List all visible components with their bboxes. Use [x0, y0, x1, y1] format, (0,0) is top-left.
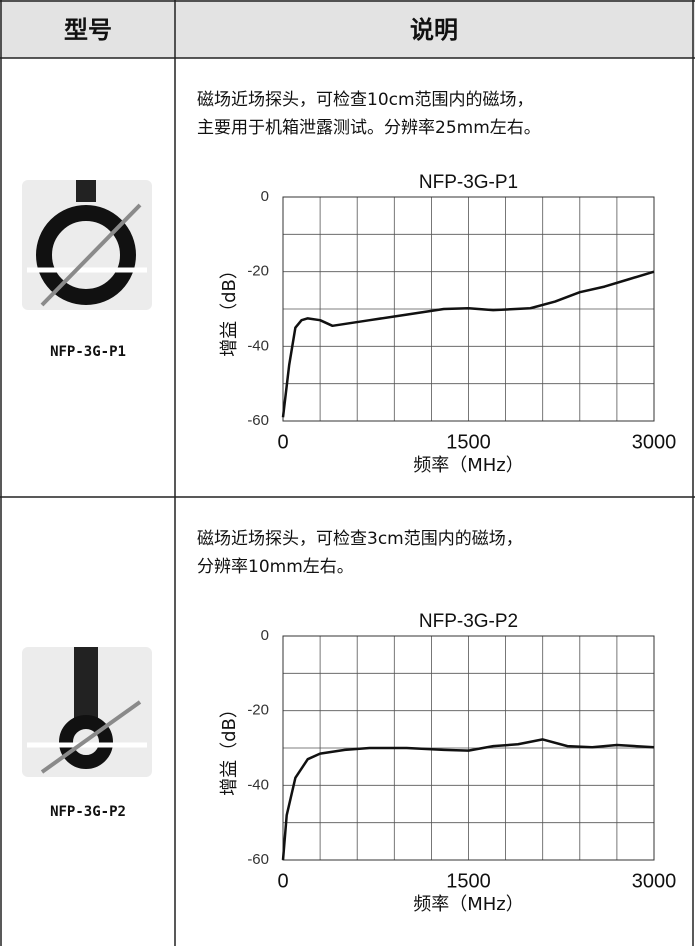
description-line: 磁场近场探头，可检查10cm范围内的磁场，	[197, 90, 534, 110]
x-tick-label: 0	[277, 870, 288, 892]
y-tick-label: 0	[261, 627, 269, 644]
arrow	[40, 203, 142, 307]
model-label: NFP-3G-P2	[50, 804, 126, 820]
y-tick-label: -60	[247, 412, 269, 429]
x-tick-label: 3000	[632, 431, 677, 453]
x-tick-label: 0	[277, 431, 288, 453]
description-line: 主要用于机箱泄露测试。分辨率25mm左右。	[197, 118, 541, 138]
arrow	[40, 700, 142, 774]
y-tick-label: -20	[247, 702, 269, 719]
y-axis-label: 增益（dB）	[219, 700, 240, 796]
x-tick-label: 1500	[446, 431, 491, 453]
probe-shaft	[76, 180, 96, 202]
probe-ring	[36, 205, 136, 305]
y-tick-label: -40	[247, 337, 269, 354]
chart-title: NFP-3G-P1	[419, 172, 518, 193]
probe-shaft	[74, 647, 98, 727]
x-tick-label: 3000	[632, 870, 677, 892]
chart-title: NFP-3G-P2	[419, 611, 518, 632]
probe-image	[22, 180, 152, 310]
description-line: 磁场近场探头，可检查3cm范围内的磁场，	[197, 529, 523, 549]
x-axis-label: 频率（MHz）	[413, 455, 524, 476]
line-series	[281, 738, 655, 861]
x-axis-label: 频率（MHz）	[413, 894, 524, 915]
model-label: NFP-3G-P1	[50, 344, 126, 360]
y-axis-label: 增益（dB）	[219, 261, 240, 357]
y-tick-label: 0	[261, 188, 269, 205]
probe-ring	[59, 715, 113, 769]
x-tick-label: 1500	[446, 870, 491, 892]
plot-frame	[282, 635, 655, 861]
description-line: 分辨率10mm左右。	[197, 557, 354, 577]
header-bg	[0, 0, 695, 58]
line-series	[281, 270, 655, 418]
probe-image	[22, 647, 152, 777]
y-tick-label: -20	[247, 263, 269, 280]
plot-frame	[282, 196, 655, 422]
y-tick-label: -40	[247, 776, 269, 793]
header-cell: 型号	[64, 16, 112, 44]
y-tick-label: -60	[247, 851, 269, 868]
header-cell: 说明	[410, 16, 458, 44]
